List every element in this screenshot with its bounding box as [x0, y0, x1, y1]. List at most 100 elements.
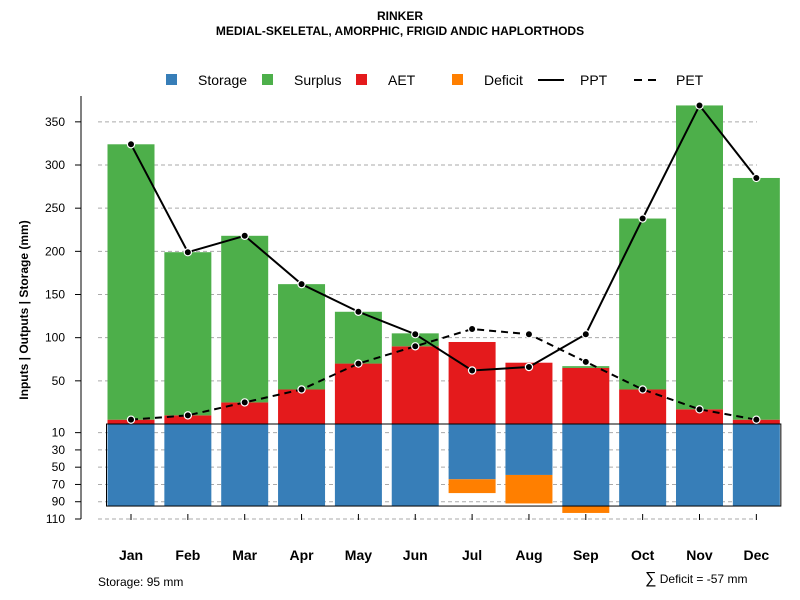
y-tick-label-lower: 10	[52, 426, 66, 440]
storage-bar-feb	[164, 424, 212, 507]
ppt-line-point-jun	[411, 330, 420, 339]
surplus-bar-apr	[278, 284, 326, 390]
pet-line-point-dec	[752, 415, 761, 424]
y-axis-label: Inputs | Outputs | Storage (mm)	[17, 220, 31, 399]
y-tick-label-upper: 300	[45, 158, 65, 172]
x-tick-label-may: May	[345, 547, 372, 563]
surplus-bar-sep	[562, 366, 610, 368]
chart-title: RINKER	[376, 9, 423, 23]
axes: 50 100 150 200 250 300 350 10 30 50 70 90 110 Jan Feb M…	[45, 95, 769, 563]
storage-note: Storage: 95 mm	[98, 575, 184, 589]
deficit-bar-aug	[505, 474, 553, 504]
bars	[107, 105, 780, 513]
ppt-line-point-jul	[467, 366, 477, 375]
pet-line-point-oct	[638, 385, 647, 394]
chart-subtitle: MEDIAL-SKELETAL, AMORPHIC, FRIGID ANDIC …	[215, 24, 585, 38]
pet-line-point-jun	[411, 342, 420, 351]
surplus-bar-oct	[619, 218, 667, 390]
storage-frame	[106, 423, 782, 507]
aet-bar-feb	[164, 415, 212, 424]
storage-bar-apr	[278, 424, 326, 507]
storage-bar-mar	[221, 424, 269, 507]
storage-bar-sep	[562, 424, 610, 507]
legend-swatch-storage	[166, 74, 177, 85]
y-tick-label-lower: 30	[52, 443, 66, 457]
storage-bar-jun	[391, 424, 439, 507]
surplus-bar-jun	[391, 333, 439, 347]
legend-label-ppt: PPT	[580, 72, 608, 88]
surplus-bar-mar	[221, 235, 269, 403]
storage-bar-nov	[676, 424, 723, 507]
y-tick-label-upper: 200	[45, 244, 65, 258]
ppt-line-point-oct	[638, 214, 647, 223]
deficit-bar-sep	[562, 506, 610, 513]
pet-line-point-mar	[240, 398, 249, 407]
ppt-line	[130, 103, 758, 372]
legend: Storage Surplus AET Deficit PPT PET	[166, 72, 704, 88]
aet-bar-apr	[278, 389, 326, 424]
y-tick-label-lower: 110	[46, 512, 65, 526]
storage-bar-oct	[619, 424, 667, 507]
legend-label-deficit: Deficit	[484, 72, 523, 88]
ppt-line-point-nov	[695, 101, 704, 110]
storage-bar-jul	[448, 424, 496, 480]
legend-swatch-surplus	[262, 74, 273, 85]
surplus-bar-may	[334, 311, 382, 364]
x-tick-label-sep: Sep	[573, 547, 599, 563]
ppt-line-point-mar	[240, 231, 249, 241]
y-tick-label-upper: 250	[45, 201, 65, 215]
legend-label-pet: PET	[676, 72, 704, 88]
aet-bar-aug	[505, 362, 553, 424]
pet-line	[130, 328, 757, 421]
x-tick-label-feb: Feb	[175, 547, 200, 563]
deficit-total: Deficit = -57 mm	[659, 572, 748, 586]
y-tick-label-upper: 50	[52, 374, 66, 388]
x-tick-label-oct: Oct	[631, 547, 655, 563]
legend-swatch-aet	[356, 74, 367, 85]
pet-line-point-may	[354, 359, 363, 368]
aet-bar-may	[334, 363, 382, 424]
x-tick-label-mar: Mar	[232, 547, 257, 563]
aet-bar-jun	[391, 346, 439, 424]
surplus-bar-dec	[732, 177, 780, 420]
sigma-icon: ∑	[645, 570, 657, 587]
surplus-bar-jan	[107, 144, 155, 420]
x-tick-label-jun: Jun	[403, 547, 428, 563]
y-tick-label-upper: 350	[45, 115, 65, 129]
y-tick-label-upper: 150	[45, 288, 65, 302]
pet-line-point-aug	[524, 330, 534, 339]
ppt-line-point-sep	[581, 330, 591, 339]
pet-line-point-feb	[183, 411, 193, 420]
deficit-bar-jul	[448, 479, 496, 494]
legend-label-aet: AET	[388, 72, 416, 88]
aet-bar-jul	[448, 341, 496, 424]
x-tick-label-jan: Jan	[119, 547, 143, 563]
legend-label-surplus: Surplus	[294, 72, 341, 88]
storage-bar-dec	[732, 424, 780, 507]
ppt-line-point-apr	[297, 279, 306, 289]
ppt-line-point-aug	[524, 362, 534, 372]
aet-bar-nov	[676, 409, 723, 424]
x-tick-label-nov: Nov	[686, 547, 713, 563]
y-tick-label-lower: 50	[52, 460, 66, 474]
surplus-bar-nov	[676, 105, 723, 410]
aet-bar-sep	[562, 367, 610, 424]
surplus-bar-feb	[164, 252, 212, 416]
pet-line-point-jul	[467, 324, 477, 334]
ppt-line-point-may	[354, 307, 363, 316]
legend-swatch-deficit	[452, 74, 463, 85]
storage-bar-aug	[505, 424, 553, 475]
storage-capacity-frame	[106, 423, 782, 507]
storage-bar-may	[334, 424, 382, 507]
ppt-line-point-feb	[183, 248, 193, 257]
pet-line-point-apr	[297, 385, 306, 394]
pet-line-point-sep	[581, 357, 591, 367]
aet-bar-mar	[221, 402, 269, 424]
lines	[126, 101, 761, 424]
ppt-line-point-jan	[126, 140, 136, 149]
y-tick-label-lower: 70	[52, 477, 66, 491]
pet-line-point-jan	[126, 415, 136, 424]
y-tick-label-lower: 90	[52, 495, 66, 509]
legend-label-storage: Storage	[198, 72, 247, 88]
